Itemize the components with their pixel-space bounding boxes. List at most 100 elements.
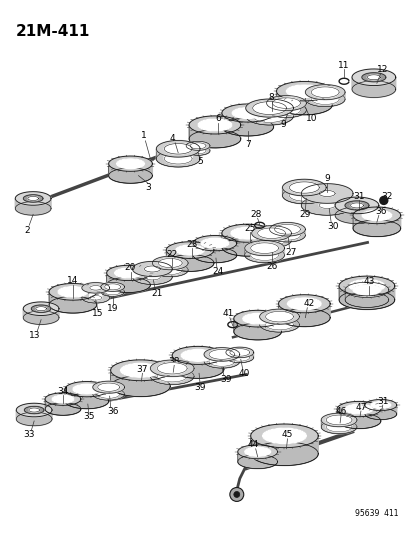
Polygon shape	[100, 287, 124, 296]
Polygon shape	[311, 87, 338, 98]
Polygon shape	[318, 193, 335, 208]
Text: 2: 2	[24, 226, 30, 235]
Text: 43: 43	[362, 277, 374, 286]
Polygon shape	[172, 356, 223, 378]
Polygon shape	[370, 401, 390, 408]
Polygon shape	[244, 240, 284, 256]
Text: 39: 39	[220, 375, 231, 384]
Text: 36: 36	[374, 207, 386, 216]
Polygon shape	[311, 92, 338, 104]
Polygon shape	[23, 195, 43, 202]
Polygon shape	[192, 243, 236, 263]
Polygon shape	[301, 193, 352, 215]
Polygon shape	[186, 146, 209, 155]
Polygon shape	[250, 248, 278, 260]
Polygon shape	[23, 302, 59, 316]
Polygon shape	[29, 408, 39, 412]
Polygon shape	[100, 282, 124, 292]
Polygon shape	[245, 99, 293, 117]
Text: 3: 3	[145, 183, 151, 192]
Polygon shape	[301, 184, 352, 203]
Polygon shape	[286, 85, 321, 98]
Polygon shape	[364, 405, 396, 419]
Text: 13: 13	[29, 331, 41, 340]
Polygon shape	[348, 280, 384, 292]
Polygon shape	[172, 346, 223, 365]
Polygon shape	[229, 349, 249, 356]
Polygon shape	[233, 319, 281, 340]
Polygon shape	[97, 383, 119, 391]
Polygon shape	[157, 368, 187, 382]
Polygon shape	[15, 192, 51, 205]
Polygon shape	[251, 233, 291, 248]
Polygon shape	[361, 210, 391, 221]
Polygon shape	[282, 179, 325, 196]
Text: 21: 21	[151, 289, 163, 298]
Text: 4: 4	[169, 134, 175, 143]
Polygon shape	[336, 409, 380, 429]
Text: 34: 34	[57, 386, 69, 395]
Polygon shape	[265, 311, 293, 322]
Text: 23: 23	[186, 240, 197, 249]
Polygon shape	[250, 424, 318, 448]
Polygon shape	[114, 268, 142, 278]
Text: 8: 8	[268, 93, 274, 102]
Polygon shape	[351, 69, 395, 86]
Polygon shape	[282, 188, 325, 204]
Text: 1: 1	[140, 131, 146, 140]
Polygon shape	[107, 273, 150, 293]
Polygon shape	[305, 85, 344, 100]
Polygon shape	[150, 368, 194, 385]
Polygon shape	[221, 233, 273, 256]
Polygon shape	[52, 395, 74, 403]
Polygon shape	[245, 108, 293, 125]
Text: 29: 29	[299, 210, 310, 219]
Polygon shape	[244, 447, 270, 456]
Polygon shape	[82, 288, 109, 303]
Polygon shape	[152, 256, 188, 270]
Polygon shape	[181, 350, 214, 361]
Polygon shape	[132, 269, 172, 285]
Text: 42: 42	[303, 299, 314, 308]
Polygon shape	[366, 75, 380, 80]
Text: 7: 7	[244, 140, 250, 149]
Polygon shape	[351, 77, 395, 98]
Polygon shape	[73, 384, 100, 394]
Polygon shape	[242, 313, 272, 324]
Polygon shape	[335, 205, 378, 224]
Polygon shape	[209, 350, 234, 359]
Polygon shape	[265, 317, 293, 330]
Polygon shape	[237, 445, 277, 459]
Polygon shape	[274, 229, 300, 240]
Text: 26: 26	[265, 262, 277, 271]
Polygon shape	[305, 92, 344, 107]
Polygon shape	[252, 108, 286, 123]
Polygon shape	[250, 243, 278, 253]
Polygon shape	[221, 113, 273, 136]
Polygon shape	[49, 292, 97, 313]
Polygon shape	[16, 403, 52, 417]
Polygon shape	[58, 287, 88, 297]
Polygon shape	[104, 284, 120, 290]
Polygon shape	[201, 238, 228, 248]
Polygon shape	[257, 228, 285, 238]
Polygon shape	[186, 141, 209, 150]
Polygon shape	[164, 149, 192, 164]
Polygon shape	[110, 370, 170, 397]
Text: 5: 5	[197, 157, 202, 166]
Polygon shape	[65, 389, 108, 409]
Polygon shape	[229, 352, 249, 361]
Text: 41: 41	[222, 309, 233, 318]
Text: 6: 6	[214, 115, 220, 124]
Polygon shape	[209, 354, 234, 366]
Polygon shape	[251, 225, 291, 241]
Polygon shape	[144, 269, 160, 280]
Polygon shape	[156, 149, 199, 167]
Polygon shape	[320, 413, 356, 427]
Polygon shape	[221, 224, 273, 243]
Polygon shape	[192, 236, 236, 251]
Polygon shape	[97, 387, 119, 398]
Polygon shape	[252, 102, 286, 115]
Polygon shape	[338, 286, 394, 310]
Text: 31: 31	[376, 397, 388, 406]
